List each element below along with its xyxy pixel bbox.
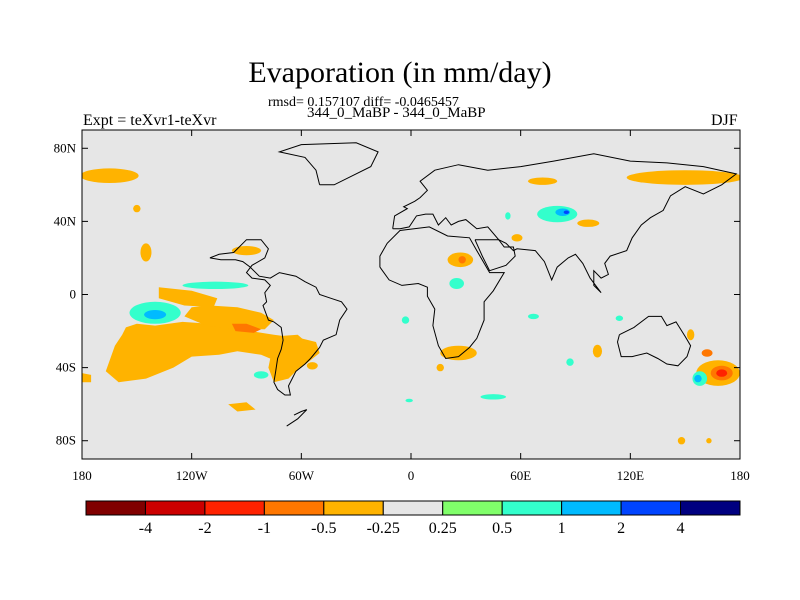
coastline-australia (616, 315, 692, 367)
anomaly-patch-8 (505, 212, 511, 220)
colorbar-swatch-3 (263, 500, 325, 516)
anomaly-layer (82, 168, 740, 445)
stats-text: rmsd= 0.157107 diff= -0.0465457 (268, 95, 459, 110)
anomaly-patch-1 (626, 170, 740, 185)
anomaly-patch-16 (458, 256, 466, 264)
season-label: DJF (711, 112, 738, 129)
anomaly-patch-5 (563, 210, 570, 215)
y-tick-label: 0 (70, 287, 77, 302)
anomaly-band-0 (105, 321, 320, 383)
anomaly-patch-12 (182, 281, 249, 290)
colorbar-label: -4 (139, 520, 152, 537)
x-tick-label: 60E (510, 468, 531, 483)
chart-subtitle: 344_0_MaBP - 344_0_MaBP (307, 105, 486, 121)
anomaly-patch-29 (716, 369, 728, 377)
y-tick-label: 80S (56, 433, 76, 448)
colorbar-label: -2 (198, 520, 211, 537)
anomaly-core-0 (231, 323, 262, 333)
colorbar-label: -0.25 (367, 520, 400, 537)
y-tick-label: 80N (54, 140, 77, 155)
x-tick-label: 120W (176, 468, 209, 483)
anomaly-patch-7 (511, 234, 523, 242)
chart-title: Evaporation (in mm/day) (248, 56, 552, 89)
anomaly-patch-32 (253, 371, 269, 379)
colorbar-swatch-0 (85, 500, 146, 516)
anomaly-band-1 (184, 305, 274, 330)
colorbar-label: 0.25 (429, 520, 457, 537)
experiment-label: Expt = teXvr1-teXvr (83, 112, 217, 129)
anomaly-patch-21 (527, 313, 539, 320)
x-tick-label: 180 (730, 468, 750, 483)
anomaly-patch-18 (401, 316, 410, 324)
colorbar-swatch-7 (501, 500, 563, 516)
anomaly-patch-33 (306, 362, 318, 370)
x-tick-label: 180 (72, 468, 92, 483)
anomaly-band-3 (268, 334, 311, 383)
anomaly-patch-35 (480, 394, 507, 400)
colorbar-swatch-8 (561, 500, 622, 516)
coastline-arabia (474, 239, 516, 272)
coastline-north-america (209, 239, 348, 396)
anomaly-patch-2 (528, 177, 558, 185)
colorbar-label: -1 (258, 520, 271, 537)
colorbar-swatch-10 (680, 500, 741, 516)
x-tick-label: 0 (408, 468, 415, 483)
y-tick-label: 40S (56, 360, 76, 375)
colorbar-swatch-2 (204, 500, 265, 516)
colorbar-label: 2 (617, 520, 625, 537)
axis-layer: 180 120W 60W 0 60E 120E 180 80N 40N 0 40S 80S (54, 130, 750, 483)
coastline-antarctic-peninsula (286, 409, 308, 427)
anomaly-patch-9 (133, 204, 141, 213)
colorbar-swatch-1 (144, 500, 206, 516)
anomaly-patch-36 (677, 437, 686, 445)
anomaly-patch-34 (405, 398, 413, 403)
anomaly-patch-20 (436, 363, 444, 372)
anomaly-band-2 (158, 287, 218, 308)
anomaly-band-5 (82, 373, 92, 383)
anomaly-patch-4 (555, 208, 571, 216)
anomaly-patch-23 (592, 344, 603, 358)
x-tick-label: 120E (617, 468, 645, 483)
anomaly-patch-11 (140, 243, 152, 262)
anomaly-patch-6 (577, 219, 600, 227)
anomaly-patch-37 (706, 438, 712, 444)
coastline-layer (209, 142, 738, 427)
colorbar-label: 0.5 (492, 520, 512, 537)
anomaly-patch-25 (686, 329, 695, 341)
anomaly-patch-22 (566, 358, 574, 366)
colorbar-label: 1 (558, 520, 566, 537)
anomaly-patch-10 (231, 246, 262, 256)
x-tick-label: 60W (289, 468, 315, 483)
anomaly-patch-14 (144, 310, 167, 320)
colorbar-label: 4 (677, 520, 685, 537)
colorbar-swatch-4 (323, 500, 384, 516)
anomaly-patch-17 (449, 278, 464, 290)
colorbar-swatch-5 (382, 500, 444, 516)
anomaly-patch-24 (615, 315, 624, 321)
colorbar-label: -0.5 (311, 520, 336, 537)
colorbar-swatch-6 (442, 500, 503, 516)
coastline-eurasia (392, 153, 738, 294)
anomaly-band-4 (228, 402, 256, 412)
coastline-greenland (277, 142, 379, 186)
y-tick-label: 40N (54, 213, 77, 228)
anomaly-patch-0 (82, 168, 139, 183)
anomaly-patch-26 (701, 349, 713, 357)
colorbar: -4 -2 -1 -0.5 -0.25 0.25 0.5 1 2 4 (85, 500, 741, 537)
anomaly-patch-31 (694, 374, 702, 383)
coastline-africa (379, 226, 506, 360)
colorbar-swatch-9 (620, 500, 682, 516)
